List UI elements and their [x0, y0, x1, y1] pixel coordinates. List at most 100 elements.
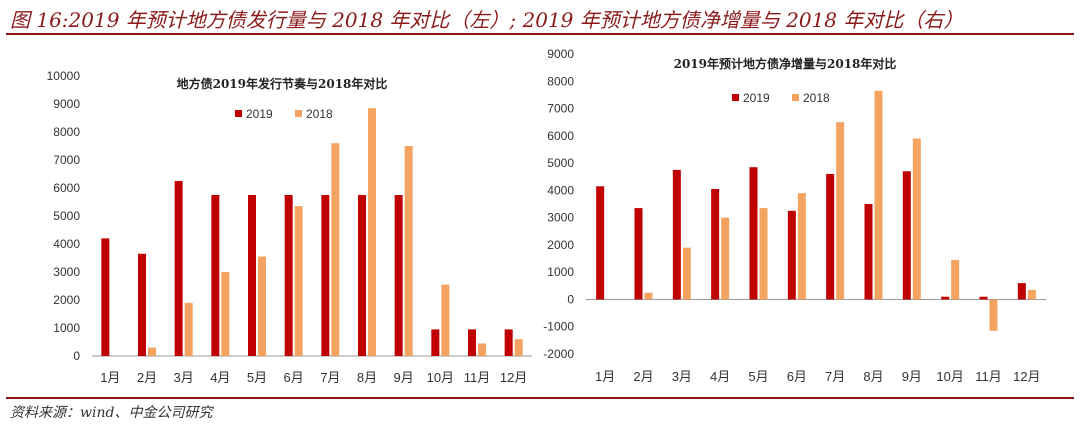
- bar-2018-2: [148, 347, 156, 356]
- bar-2019-6: [787, 210, 796, 300]
- bar-2018-8: [368, 108, 376, 356]
- bar-2019-5: [248, 195, 256, 356]
- x-tick-label: 1月: [595, 369, 615, 384]
- legend-swatch-2019: [235, 110, 242, 117]
- y-tick-label: 8000: [53, 125, 80, 139]
- y-tick-label: 8000: [547, 74, 574, 88]
- bar-2019-8: [864, 204, 873, 300]
- x-tick-label: 2月: [633, 369, 653, 384]
- y-tick-label: 7000: [53, 153, 80, 167]
- legend-label-2018: 2018: [306, 107, 333, 121]
- bar-2018-3: [184, 302, 193, 356]
- legend-label-2018: 2018: [803, 91, 830, 105]
- x-tick-label: 8月: [863, 369, 883, 384]
- x-tick-label: 7月: [825, 369, 845, 384]
- x-tick-label: 8月: [357, 370, 377, 385]
- x-tick-label: 5月: [748, 369, 768, 384]
- bar-2018-7: [331, 143, 340, 356]
- y-tick-label: 0: [73, 349, 80, 363]
- y-tick-label: 6000: [53, 181, 80, 195]
- bar-2019-11: [979, 296, 988, 300]
- x-tick-label: 6月: [787, 369, 807, 384]
- x-tick-label: 12月: [1013, 369, 1040, 384]
- x-tick-label: 3月: [672, 369, 692, 384]
- x-tick-label: 1月: [100, 370, 120, 385]
- legend-swatch-2018: [295, 110, 302, 117]
- y-tick-label: 5000: [547, 156, 574, 170]
- bar-2019-7: [321, 195, 330, 356]
- bar-2018-10: [441, 284, 450, 356]
- figure-title: 图 16:2019 年预计地方债发行量与 2018 年对比（左）; 2019 年…: [10, 8, 964, 32]
- y-tick-label: 3000: [53, 265, 80, 279]
- x-tick-label: 10月: [936, 369, 963, 384]
- bar-2018-9: [912, 138, 921, 300]
- bar-2018-4: [721, 217, 730, 300]
- bar-2019-12: [504, 329, 513, 356]
- title-rule: [6, 33, 1074, 35]
- x-tick-label: 12月: [500, 370, 527, 385]
- bar-2019-2: [634, 208, 643, 300]
- bar-2019-12: [1017, 283, 1026, 300]
- bar-2018-11: [478, 343, 486, 356]
- y-tick-label: 2000: [53, 293, 80, 307]
- bar-2018-9: [404, 146, 413, 356]
- bar-2019-8: [358, 195, 366, 356]
- y-tick-label: -1000: [543, 320, 574, 334]
- bar-2019-2: [138, 253, 146, 356]
- bar-2019-3: [174, 181, 183, 356]
- x-tick-label: 11月: [975, 369, 1002, 384]
- source-rule: [6, 397, 1074, 399]
- bar-2019-11: [468, 329, 476, 356]
- y-tick-label: 0: [567, 292, 574, 306]
- y-tick-label: 2000: [547, 238, 574, 252]
- x-tick-label: 4月: [710, 369, 730, 384]
- legend-swatch-2019: [732, 94, 739, 101]
- source-note: 资料来源：wind、中金公司研究: [10, 405, 213, 421]
- bar-2018-5: [258, 256, 266, 356]
- y-tick-label: -2000: [543, 347, 574, 361]
- y-tick-label: 9000: [53, 97, 80, 111]
- x-tick-label: 9月: [394, 370, 414, 385]
- bar-2019-3: [672, 169, 681, 300]
- chart-right-net-increase: 2019年预计地方债净增量与2018年对比 2019 2018 -2000 -1000 0…: [543, 47, 1046, 384]
- x-tick-label: 2月: [137, 370, 157, 385]
- legend-swatch-2018: [792, 94, 799, 101]
- y-tick-label: 1000: [547, 265, 574, 279]
- y-tick-label: 5000: [53, 209, 80, 223]
- x-tick-label: 6月: [284, 370, 304, 385]
- x-tick-label: 4月: [210, 370, 230, 385]
- x-tick-label: 5月: [247, 370, 267, 385]
- bar-2019-4: [711, 189, 720, 300]
- x-tick-label: 10月: [427, 370, 454, 385]
- legend-label-2019: 2019: [743, 91, 770, 105]
- y-tick-label: 9000: [547, 47, 574, 61]
- bar-2018-5: [759, 208, 768, 300]
- bar-2019-10: [941, 296, 950, 300]
- bar-2019-1: [101, 238, 110, 356]
- bar-2019-5: [749, 167, 758, 300]
- chart-title: 2019年预计地方债净增量与2018年对比: [674, 56, 897, 71]
- bar-2018-12: [1027, 289, 1036, 300]
- bar-2019-10: [431, 329, 440, 356]
- x-tick-label: 9月: [902, 369, 922, 384]
- x-tick-label: 7月: [320, 370, 340, 385]
- bar-2018-7: [836, 122, 845, 300]
- chart-title: 地方债2019年发行节奏与2018年对比: [177, 76, 388, 91]
- y-tick-label: 6000: [547, 129, 574, 143]
- bar-2018-2: [644, 292, 653, 300]
- y-tick-label: 3000: [547, 211, 574, 225]
- bar-2019-4: [211, 195, 220, 356]
- bar-2018-3: [682, 247, 691, 300]
- bar-2018-11: [989, 299, 998, 331]
- legend-label-2019: 2019: [246, 107, 273, 121]
- bar-2018-6: [294, 206, 303, 356]
- bar-2018-12: [514, 339, 523, 356]
- y-tick-label: 1000: [53, 321, 80, 335]
- bar-2019-7: [826, 174, 835, 300]
- bar-2019-9: [902, 171, 911, 300]
- x-tick-label: 11月: [464, 370, 491, 385]
- y-tick-label: 7000: [547, 102, 574, 116]
- bar-2019-1: [596, 186, 605, 300]
- bar-2019-6: [284, 195, 293, 356]
- bar-2018-4: [221, 272, 230, 356]
